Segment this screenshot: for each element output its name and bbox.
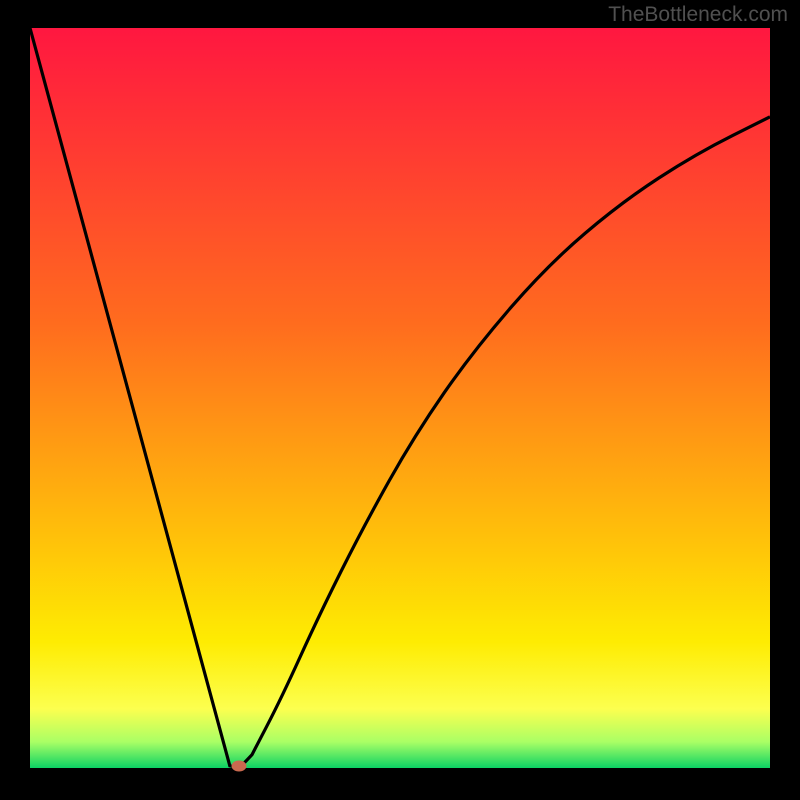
- chart-container: TheBottleneck.com: [0, 0, 800, 800]
- plot-gradient-area: [30, 28, 770, 768]
- watermark-text: TheBottleneck.com: [608, 3, 788, 27]
- minimum-marker: [232, 760, 247, 771]
